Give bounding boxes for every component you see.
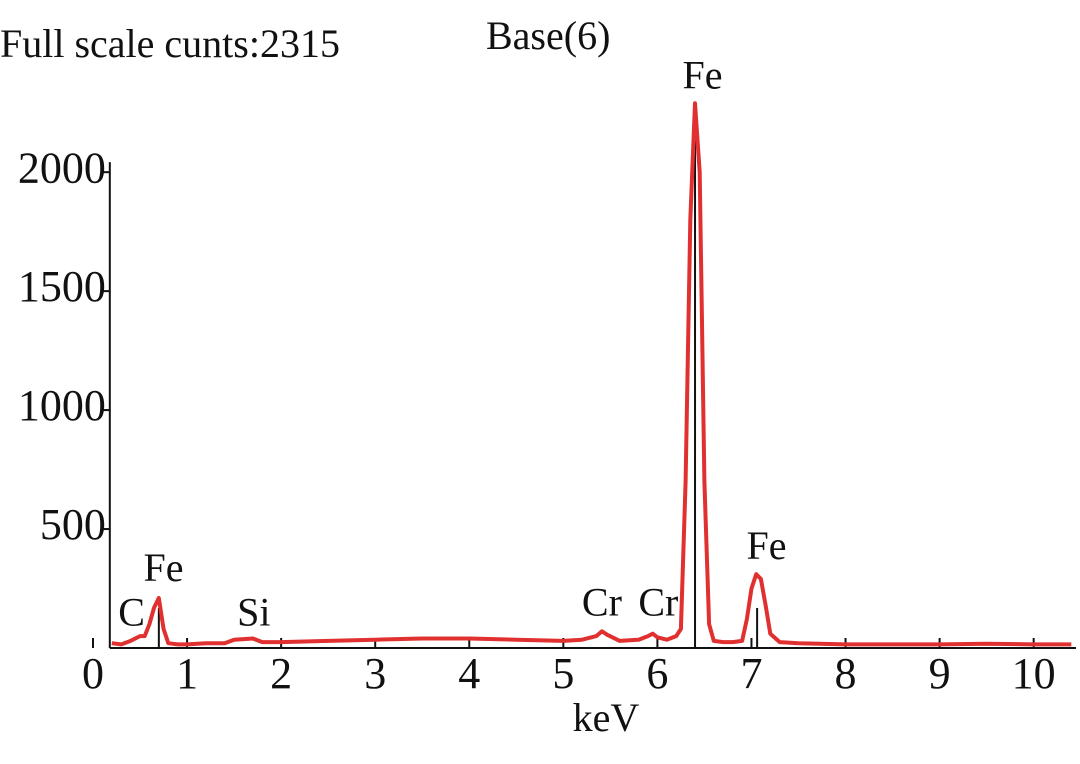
peak-label: C <box>118 589 145 634</box>
x-tick-label: 4 <box>458 649 480 698</box>
x-tick-label: 9 <box>929 649 951 698</box>
y-tick-label: 1500 <box>18 262 106 311</box>
x-tick-label: 3 <box>364 649 386 698</box>
x-tick-label: 0 <box>82 649 104 698</box>
x-tick-label: 7 <box>740 649 762 698</box>
x-tick-label: 2 <box>270 649 292 698</box>
chart-title: Full scale cunts:2315 <box>0 21 340 66</box>
peak-label: Fe <box>683 53 723 98</box>
y-tick-label: 500 <box>40 500 106 549</box>
x-tick-label: 1 <box>176 649 198 698</box>
x-axis-label: keV <box>573 695 640 740</box>
spectrum-line <box>111 101 1072 647</box>
y-tick-label: 1000 <box>18 381 106 430</box>
peak-label: Si <box>237 589 270 634</box>
x-tick-label: 6 <box>646 649 668 698</box>
peak-label: Cr <box>638 579 678 624</box>
x-tick-label: 10 <box>1012 649 1056 698</box>
x-tick-label: 5 <box>552 649 574 698</box>
y-tick-label: 2000 <box>18 143 106 192</box>
x-tick-label: 8 <box>835 649 857 698</box>
peak-label: Fe <box>747 523 787 568</box>
chart-subtitle: Base(6) <box>486 13 610 58</box>
peak-label: Fe <box>144 545 184 590</box>
peak-label: Cr <box>582 579 622 624</box>
